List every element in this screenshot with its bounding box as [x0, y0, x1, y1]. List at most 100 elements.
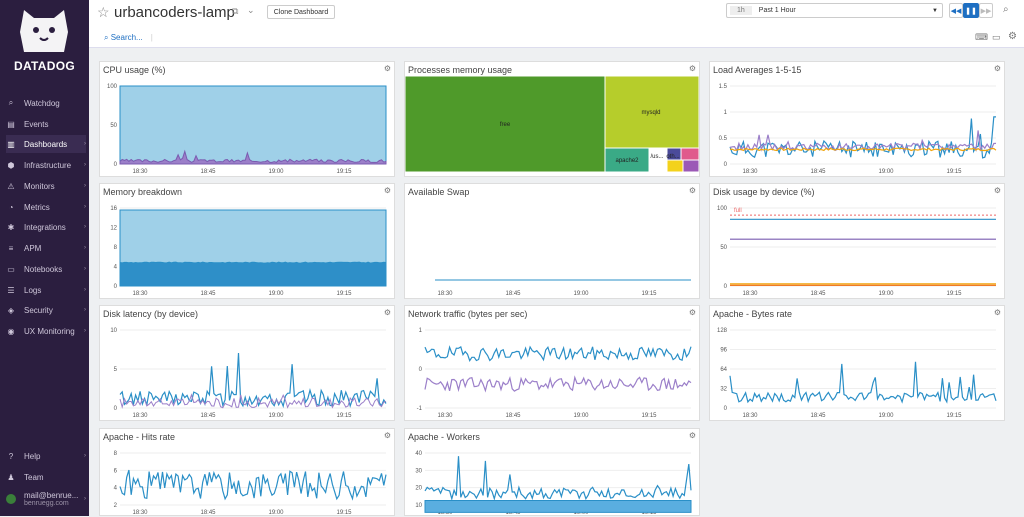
series-line — [424, 375, 692, 393]
x-tick-label: 18:45 — [810, 413, 826, 419]
nav-item-ux-monitoring[interactable]: ◉ UX Monitoring › — [6, 322, 87, 340]
widget-disk-usage-by-device[interactable]: Disk usage by device (%) ⚙ 0 50 100 18:30 18:4… — [709, 183, 1005, 299]
widget-gear-icon[interactable]: ⚙ — [383, 64, 391, 73]
binoculars-icon: ⌕ — [8, 98, 14, 107]
rewind-button[interactable]: ◀◀ — [949, 3, 963, 18]
widget-load-averages-1-5-15[interactable]: Load Averages 1-5-15 ⚙ 0 0.5 1 1.5 18:30 18:45 1… — [709, 61, 1005, 177]
x-tick-label: 18:45 — [200, 510, 216, 516]
search-box[interactable]: ⌕ Search... | — [104, 33, 153, 42]
nav-item-logs[interactable]: ☰ Logs › — [6, 281, 86, 299]
widget-apache-hits-rate[interactable]: Apache - Hits rate ⚙ 2 4 6 8 18:30 18:45 19:00 19… — [99, 428, 395, 516]
widget-gear-icon[interactable]: ⚙ — [688, 186, 696, 195]
x-tick-label: 18:45 — [810, 169, 826, 175]
tv-mode-icon[interactable]: ▭ — [992, 32, 1001, 42]
caret-down-icon: ▼ — [932, 7, 938, 14]
x-tick-label: 19:15 — [641, 510, 657, 516]
forward-button[interactable]: ▶▶ — [979, 3, 993, 18]
widget-gear-icon[interactable]: ⚙ — [688, 308, 696, 317]
widget-chart: 0 32 64 96 128 18:30 18:45 19:00 19:15 — [717, 328, 997, 419]
keyboard-icon[interactable]: ⌨ — [975, 32, 988, 42]
y-tick-label: 50 — [720, 245, 727, 251]
nav-label: Notebooks — [24, 264, 63, 274]
nav-item-watchdog[interactable]: ⌕ Watchdog — [6, 94, 86, 112]
y-tick-label: 4 — [114, 486, 118, 492]
nav-item-apm[interactable]: ≡ APM › — [6, 239, 86, 257]
chevron-down-icon[interactable]: ⌄ — [247, 5, 255, 15]
series-area — [119, 149, 387, 165]
dashboard-title: urbancoders-lamp — [114, 4, 235, 21]
y-tick-label: 6 — [114, 468, 118, 474]
x-tick-label: 18:45 — [200, 291, 216, 297]
chevron-right-icon: › — [84, 328, 86, 334]
y-tick-label: 0 — [114, 284, 118, 290]
series-line — [424, 345, 692, 362]
widget-memory-breakdown[interactable]: Memory breakdown ⚙ 0 4 8 12 16 18:30 18:45 19:00 1… — [99, 183, 395, 299]
settings-gear-icon[interactable]: ⚙ — [1008, 31, 1017, 42]
widget-gear-icon[interactable]: ⚙ — [383, 186, 391, 195]
range-badge: 1h — [730, 6, 752, 15]
nav-item-help[interactable]: ? Help › — [6, 447, 86, 465]
widget-gear-icon[interactable]: ⚙ — [993, 186, 1001, 195]
y-tick-label: 8 — [114, 451, 118, 457]
y-tick-label: 40 — [415, 451, 422, 457]
x-tick-label: 18:45 — [200, 169, 216, 175]
x-tick-label: 18:30 — [437, 291, 453, 297]
x-tick-label: 19:00 — [268, 169, 284, 175]
treemap-label: apache2 — [615, 158, 639, 164]
nav-item-team[interactable]: ♟ Team — [6, 468, 86, 486]
widget-network-traffic-bytes-per-sec[interactable]: Network traffic (bytes per sec) ⚙ -1 0 1 18:3… — [404, 305, 700, 421]
account-menu[interactable]: mail@benrue... benruegg.com › — [6, 487, 86, 511]
y-tick-label: 0 — [114, 162, 118, 168]
nav-label: Metrics — [24, 202, 50, 212]
nav-item-events[interactable]: ▤ Events — [6, 115, 86, 133]
series-area — [119, 85, 387, 165]
widget-disk-latency-by-device[interactable]: Disk latency (by device) ⚙ 0 5 10 18:30 18:45 1… — [99, 305, 395, 421]
x-tick-label: 19:00 — [573, 510, 589, 516]
x-tick-label: 19:00 — [878, 169, 894, 175]
widget-gear-icon[interactable]: ⚙ — [688, 64, 696, 73]
nav-item-dashboards[interactable]: ▥ Dashboards › — [6, 135, 86, 153]
widget-gear-icon[interactable]: ⚙ — [383, 431, 391, 440]
series-line — [119, 352, 387, 409]
widget-available-swap[interactable]: Available Swap ⚙ 18:30 18:45 19:00 19:15 — [404, 183, 700, 299]
nav-item-integrations[interactable]: ✱ Integrations › — [6, 218, 86, 236]
zoom-icon[interactable]: ⌕ — [1003, 4, 1009, 15]
x-tick-label: 19:00 — [573, 291, 589, 297]
nav-item-metrics[interactable]: ◔ Metrics › — [6, 198, 86, 216]
widget-apache-workers[interactable]: Apache - Workers ⚙ 10 20 30 40 18:30 18:45 19:00… — [404, 428, 700, 516]
nav-item-notebooks[interactable]: ▭ Notebooks › — [6, 260, 86, 278]
nav-item-security[interactable]: ◈ Security › — [6, 301, 86, 319]
clone-dashboard-button[interactable]: Clone Dashboard — [267, 5, 335, 19]
widget-processes-memory-usage[interactable]: Processes memory usage ⚙ free mysqld apache2… — [404, 61, 700, 177]
copy-icon[interactable]: ⧉ — [232, 6, 239, 16]
star-icon[interactable]: ☆ — [97, 4, 110, 20]
widget-gear-icon[interactable]: ⚙ — [383, 308, 391, 317]
y-tick-label: 1.5 — [719, 84, 728, 90]
y-tick-label: 64 — [720, 367, 727, 373]
pause-button[interactable]: ❚❚ — [963, 3, 979, 18]
y-tick-label: -1 — [417, 406, 423, 412]
x-tick-label: 19:15 — [336, 510, 352, 516]
nav-label: Events — [24, 119, 49, 129]
widget-chart: 0 5 10 18:30 18:45 19:00 19:15 — [110, 328, 387, 419]
chevron-right-icon: › — [84, 245, 86, 251]
ux-monitoring-icon: ◉ — [7, 326, 15, 336]
time-range-selector[interactable]: 1h Past 1 Hour ▼ — [726, 3, 943, 18]
nav-item-monitors[interactable]: ⚠ Monitors › — [6, 177, 86, 195]
treemap-cell — [604, 76, 699, 149]
widget-title: Apache - Workers — [408, 432, 480, 442]
x-tick-label: 19:15 — [946, 413, 962, 419]
widget-apache-bytes-rate[interactable]: Apache - Bytes rate ⚙ 0 32 64 96 128 18:30 18:45… — [709, 305, 1005, 421]
treemap-label: oth... — [666, 154, 680, 160]
y-tick-label: 10 — [110, 328, 117, 334]
widget-gear-icon[interactable]: ⚙ — [688, 431, 696, 440]
nav-label: Logs — [24, 285, 42, 295]
widget-gear-icon[interactable]: ⚙ — [993, 308, 1001, 317]
logs-icon: ☰ — [7, 285, 15, 295]
widget-cpu-usage[interactable]: CPU usage (%) ⚙ 0 50 100 18:30 18:45 19:00 19:15 — [99, 61, 395, 177]
chevron-right-icon: › — [84, 183, 86, 189]
x-tick-label: 18:30 — [437, 413, 453, 419]
datadog-logo[interactable] — [14, 4, 74, 58]
nav-item-infrastructure[interactable]: ⬢ Infrastructure › — [6, 156, 87, 174]
widget-gear-icon[interactable]: ⚙ — [993, 64, 1001, 73]
